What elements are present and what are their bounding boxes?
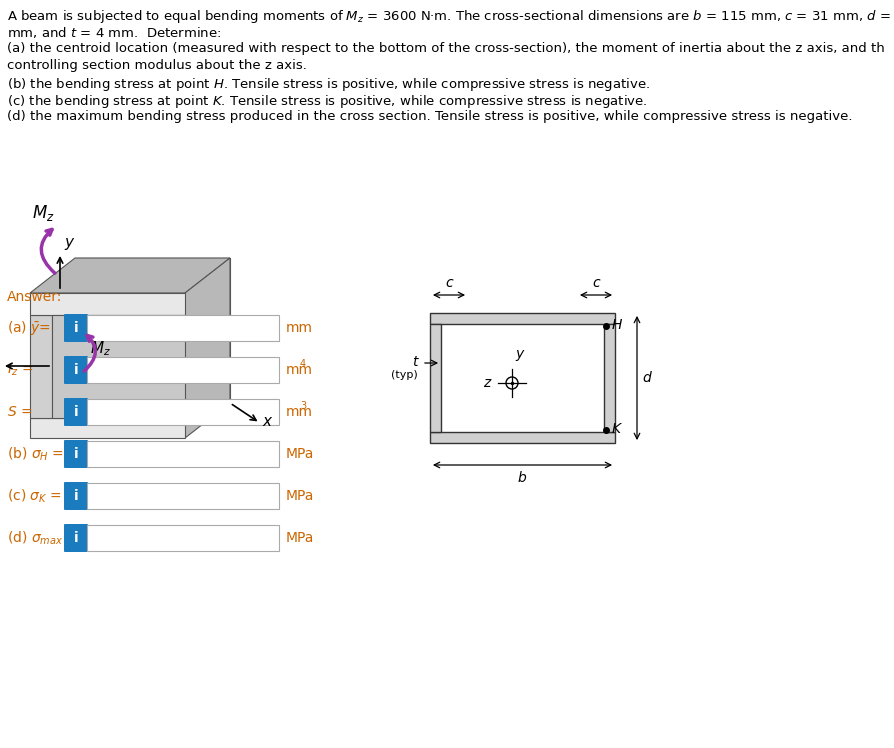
Text: i: i (73, 321, 79, 335)
Text: mm: mm (286, 321, 313, 335)
FancyBboxPatch shape (64, 440, 88, 468)
Text: z: z (482, 376, 489, 390)
Bar (603, 324, 614, 432)
Polygon shape (52, 315, 185, 418)
Text: K: K (611, 422, 620, 436)
FancyBboxPatch shape (64, 356, 88, 384)
Text: c: c (592, 276, 599, 290)
Polygon shape (30, 258, 230, 293)
Text: MPa: MPa (286, 531, 314, 545)
Text: 3: 3 (299, 401, 306, 411)
Bar (429, 313, 614, 324)
Text: $I_z$ =: $I_z$ = (7, 362, 33, 378)
Polygon shape (30, 293, 185, 315)
Text: d: d (641, 371, 650, 385)
Bar (87, 525, 279, 551)
Text: y: y (64, 235, 73, 250)
Bar (87, 315, 279, 341)
Text: 4: 4 (299, 359, 306, 369)
Text: i: i (73, 363, 79, 377)
Text: (d) $\sigma_{max}$ =: (d) $\sigma_{max}$ = (7, 530, 78, 547)
Bar (87, 357, 279, 383)
Polygon shape (30, 315, 52, 418)
Text: (c) the bending stress at point $K$. Tensile stress is positive, while compressi: (c) the bending stress at point $K$. Ten… (7, 93, 647, 110)
Polygon shape (30, 418, 185, 438)
Text: i: i (73, 489, 79, 503)
Text: Answer:: Answer: (7, 290, 63, 304)
Text: (a) the centroid location (measured with respect to the bottom of the cross-sect: (a) the centroid location (measured with… (7, 42, 884, 55)
Text: i: i (73, 405, 79, 419)
Polygon shape (185, 258, 230, 438)
Text: c: c (444, 276, 452, 290)
Bar (87, 483, 279, 509)
Text: H: H (611, 318, 621, 332)
Text: MPa: MPa (286, 489, 314, 503)
Text: $S$ =: $S$ = (7, 405, 32, 419)
Text: i: i (73, 531, 79, 545)
Text: controlling section modulus about the z axis.: controlling section modulus about the z … (7, 59, 307, 72)
Polygon shape (75, 258, 230, 280)
Bar (429, 324, 441, 432)
Text: $M_z$: $M_z$ (32, 203, 55, 223)
Text: mm, and $t$ = 4 mm.  Determine:: mm, and $t$ = 4 mm. Determine: (7, 25, 221, 40)
FancyBboxPatch shape (64, 398, 88, 426)
Bar (87, 441, 279, 467)
Text: (b) $\sigma_H$ =: (b) $\sigma_H$ = (7, 445, 64, 463)
Text: t: t (412, 355, 417, 369)
Text: A beam is subjected to equal bending moments of $M_z$ = 3600 N·m. The cross-sect: A beam is subjected to equal bending mom… (7, 8, 890, 25)
FancyBboxPatch shape (64, 482, 88, 510)
Text: (b) the bending stress at point $H$. Tensile stress is positive, while compressi: (b) the bending stress at point $H$. Ten… (7, 76, 649, 93)
Polygon shape (75, 280, 97, 383)
Bar (429, 432, 614, 443)
Text: mm: mm (286, 363, 313, 377)
Text: (a) $\bar{y}$=: (a) $\bar{y}$= (7, 319, 51, 337)
Text: mm: mm (286, 405, 313, 419)
Bar (87, 399, 279, 425)
Polygon shape (75, 383, 230, 403)
Text: (c) $\sigma_K$ =: (c) $\sigma_K$ = (7, 487, 62, 505)
Text: MPa: MPa (286, 447, 314, 461)
Text: i: i (73, 447, 79, 461)
FancyBboxPatch shape (64, 524, 88, 552)
Text: x: x (262, 414, 271, 429)
Text: y: y (514, 347, 523, 361)
Polygon shape (97, 280, 230, 383)
Text: (typ): (typ) (391, 370, 417, 380)
Text: (d) the maximum bending stress produced in the cross section. Tensile stress is : (d) the maximum bending stress produced … (7, 110, 852, 123)
Text: b: b (517, 471, 526, 485)
Text: $M_z$: $M_z$ (90, 339, 111, 358)
FancyBboxPatch shape (64, 314, 88, 342)
